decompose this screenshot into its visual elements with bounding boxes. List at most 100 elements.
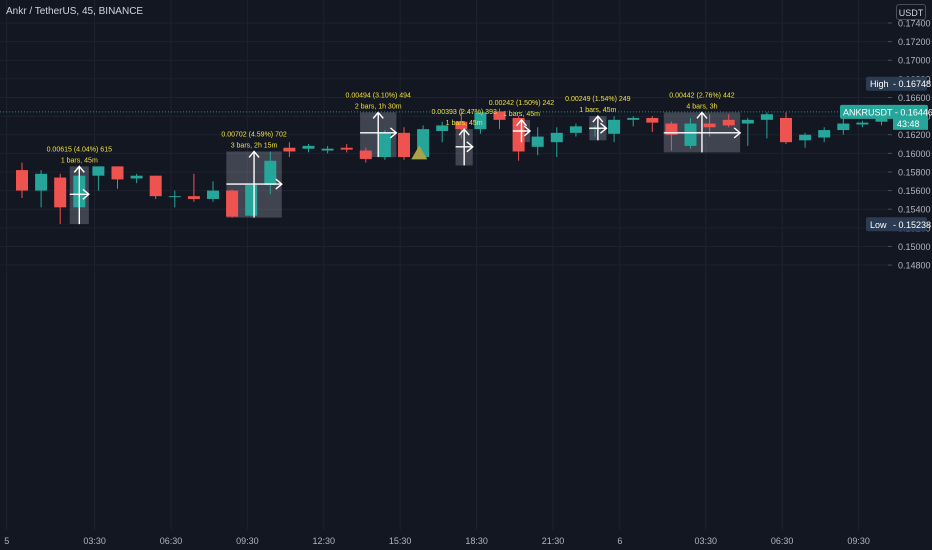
candle-down [54,177,67,208]
time-tick-label: 06:30 [771,536,794,546]
grid [0,0,888,530]
measurement-label: 0.00494 (3.10%) 494 [346,92,411,99]
candle-up [436,125,449,131]
arrow-head [458,128,470,136]
candle-up [130,175,143,179]
candle-down [493,111,506,120]
price-axis[interactable]: 0.174000.172000.170000.168000.166000.164… [888,0,932,550]
measurement-arrows [69,111,742,225]
time-tick-label: 06:30 [160,536,183,546]
candle-up [474,112,487,130]
candle-down [283,147,296,152]
high-price-marker: High - 0.16748 [866,76,931,91]
arrow-head [600,122,608,134]
candle-down [226,190,239,217]
last-price-marker: ANKRUSDT - 0.16446 43:48 [840,104,932,130]
candle-up [856,122,869,125]
price-tick-label: 0.15000 [898,242,931,252]
countdown-background [893,117,928,130]
arrow-head [515,118,528,127]
price-tick-label: 0.16200 [898,130,931,140]
arrow-head [248,150,260,158]
arrow-head [82,188,90,200]
candle-down [340,147,353,150]
measurement-label: 0.00242 (1.50%) 242 [489,100,554,107]
arrow-head [592,115,604,123]
time-tick-label: 03:30 [83,536,106,546]
candle-up [799,134,812,141]
arrow-head [73,165,85,173]
marker-value: - 0.16748 [893,79,931,89]
marker-label: High [870,79,889,89]
candle-up [684,123,697,146]
time-tick-label: 21:30 [542,536,565,546]
marker-background [866,76,927,91]
candle-down [187,196,200,199]
candle-up [608,119,621,134]
candle-up [818,130,831,138]
candle-up [627,117,640,120]
candle-down [780,117,792,143]
currency-button[interactable]: USDT [896,4,926,20]
marker-background [866,217,927,232]
chart-title: Ankr / TetherUS, 45, BINANCE [6,6,144,17]
arrow-head [389,127,398,139]
time-tick-label: 6 [617,536,622,546]
price-markers: High - 0.16748 Low - 0.15238 ANKRUSDT - 0.16… [840,76,932,232]
measurement-label: 0.00393 (2.47%) 393 [431,109,496,116]
candle-up [378,132,391,158]
candle-up [741,119,754,124]
time-tick-label: 03:30 [695,536,718,546]
measurement-label: 0.00442 (2.76%) 442 [669,92,734,99]
signal-triangle-up [411,145,428,160]
last-symbol-background [840,104,928,119]
signals [411,145,428,160]
price-tick-label: 0.17200 [898,37,931,47]
candle-up [245,184,258,216]
measurement-sublabel: 4 bars, 3h [686,103,717,110]
candle-down [16,170,28,191]
candle-up [302,145,315,149]
time-tick-label: 18:30 [465,536,488,546]
candle-down [359,150,372,159]
marker-label: Low [870,220,887,230]
measurement-sublabel: 1 bars, 45m [61,157,98,164]
low-price-marker: Low - 0.15238 [866,217,931,232]
measurement-label: 0.00615 (4.04%) 615 [47,146,112,153]
price-tick-label: 0.17000 [898,56,931,66]
time-axis[interactable]: 5 03:30 06:30 09:30 12:30 15:30 18:30 21:30 6 03:… [4,536,870,546]
measurement-sublabel: 1 bars, 45m [503,111,540,118]
candle-up [264,160,277,185]
candle-down [111,166,124,180]
price-tick-label: 0.16600 [898,93,931,103]
measurement-sublabel: 1 bars, 45m [446,120,483,127]
candle-up [92,166,105,176]
arrow-head [523,125,532,137]
arrow-head [275,178,283,190]
price-tick-label: 0.16000 [898,149,931,159]
price-tick-label: 0.15600 [898,186,931,196]
arrow-head [733,127,742,139]
time-tick-label: 15:30 [389,536,412,546]
measurement-labels: 0.00615 (4.04%) 615 1 bars, 45m 0.00702 (4… [47,92,735,164]
candle-up [168,196,181,198]
price-tick-label: 0.14800 [898,261,931,271]
candle-up [760,114,773,120]
candle-down [646,117,659,123]
candle-down [665,123,678,135]
arrow-head [372,111,384,119]
time-tick-label: 09:30 [236,536,259,546]
time-tick-label: 5 [4,536,9,546]
candle-up [321,148,334,151]
candle-up [550,132,563,143]
candle-up [837,123,850,131]
measurement-sublabel: 2 bars, 1h 30m [355,103,402,110]
countdown-label: 43:48 [897,119,920,129]
measurement-boxes [69,112,741,225]
price-tick-label: 0.15400 [898,205,931,215]
candle-up [35,173,48,191]
measurement-label: 0.00249 (1.54%) 249 [565,96,630,103]
candle-up [531,136,544,147]
